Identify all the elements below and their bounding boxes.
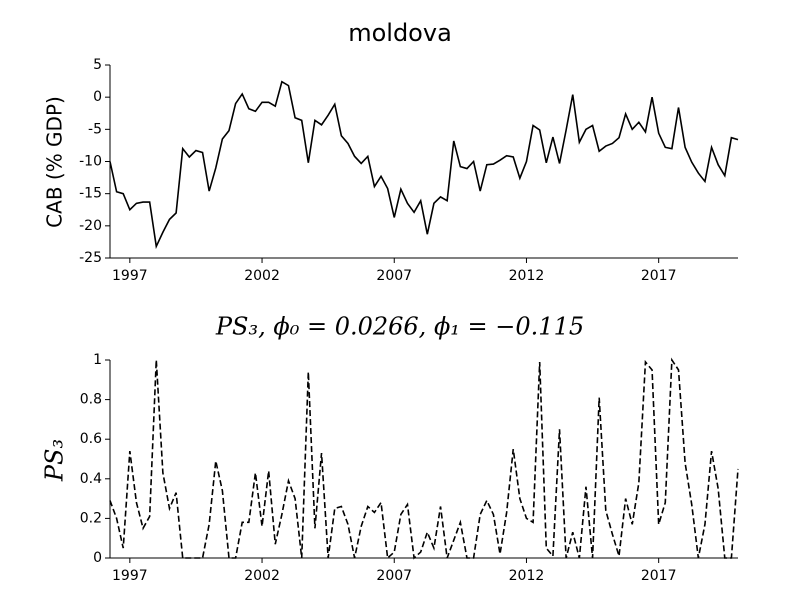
y-tick-label: -20 [79,218,102,234]
y-tick-label: 0.8 [80,392,102,408]
x-tick-label: 1997 [112,268,148,284]
y-tick-label: 0 [93,89,102,105]
x-tick-label: 2002 [244,268,280,284]
data-line [109,357,739,560]
y-tick-label: -5 [88,121,102,137]
x-tick-label: 2017 [641,268,677,284]
chart-title: PS₃, ϕ₀ = 0.0266, ϕ₁ = −0.115 [215,313,584,341]
y-axis-label: PS₃ [41,439,69,482]
x-tick-label: 2017 [641,568,677,584]
y-tick-label: -25 [79,250,102,266]
y-tick-label: 0.6 [80,431,102,447]
data-line [109,80,739,250]
x-tick-label: 2012 [509,568,545,584]
y-tick-label: -15 [79,186,102,202]
y-tick-label: 0.2 [80,510,102,526]
y-axis-label: CAB (% GDP) [43,96,67,228]
x-tick-label: 2007 [376,268,412,284]
x-tick-label: 2007 [376,568,412,584]
y-tick-label: 1 [93,352,102,368]
y-tick-label: -10 [79,154,102,170]
x-tick-label: 2002 [244,568,280,584]
x-tick-label: 1997 [112,568,148,584]
y-tick-label: 0.4 [80,471,102,487]
chart-title: moldova [348,19,452,47]
y-tick-label: 0 [93,550,102,566]
y-tick-label: 5 [93,57,102,73]
x-tick-label: 2012 [509,268,545,284]
